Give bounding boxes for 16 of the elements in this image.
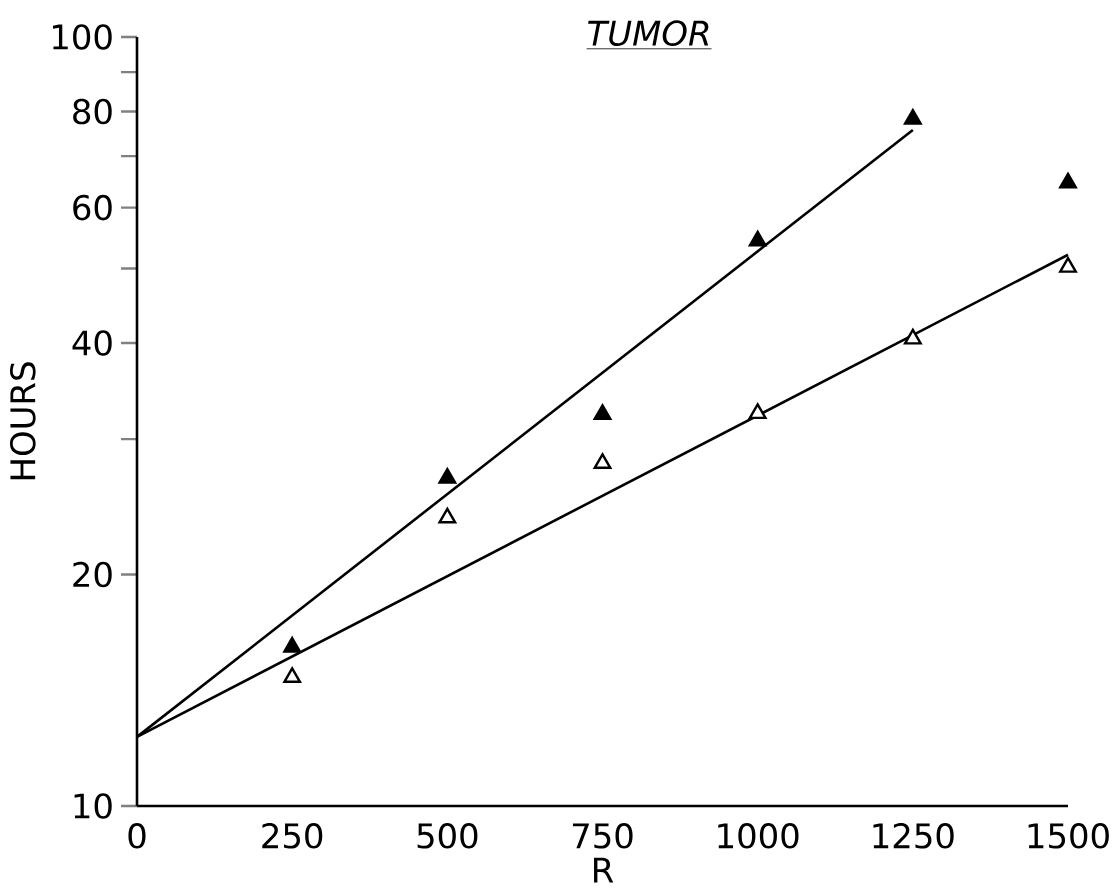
y-tick-label: 80 <box>73 98 112 125</box>
y-tick-label: 10 <box>74 793 112 819</box>
x-tick-label: 750 <box>572 822 633 849</box>
y-tick-label: 20 <box>73 561 112 588</box>
x-tick-label: 500 <box>417 822 478 849</box>
y-tick-label: 60 <box>73 194 112 221</box>
x-tick-label: 1250 <box>873 822 954 849</box>
y-tick-label: 40 <box>72 330 112 356</box>
y-axis-title: HOURS <box>9 362 36 480</box>
y-tick-label: 100 <box>53 24 112 50</box>
x-tick-label: 0 <box>128 822 146 849</box>
x-tick-label: 1000 <box>718 822 799 849</box>
chart-title: TUMOR <box>588 20 709 46</box>
x-axis-title: R <box>594 857 614 883</box>
x-tick-label: 250 <box>262 822 323 849</box>
x-tick-label: 1500 <box>1028 822 1109 849</box>
